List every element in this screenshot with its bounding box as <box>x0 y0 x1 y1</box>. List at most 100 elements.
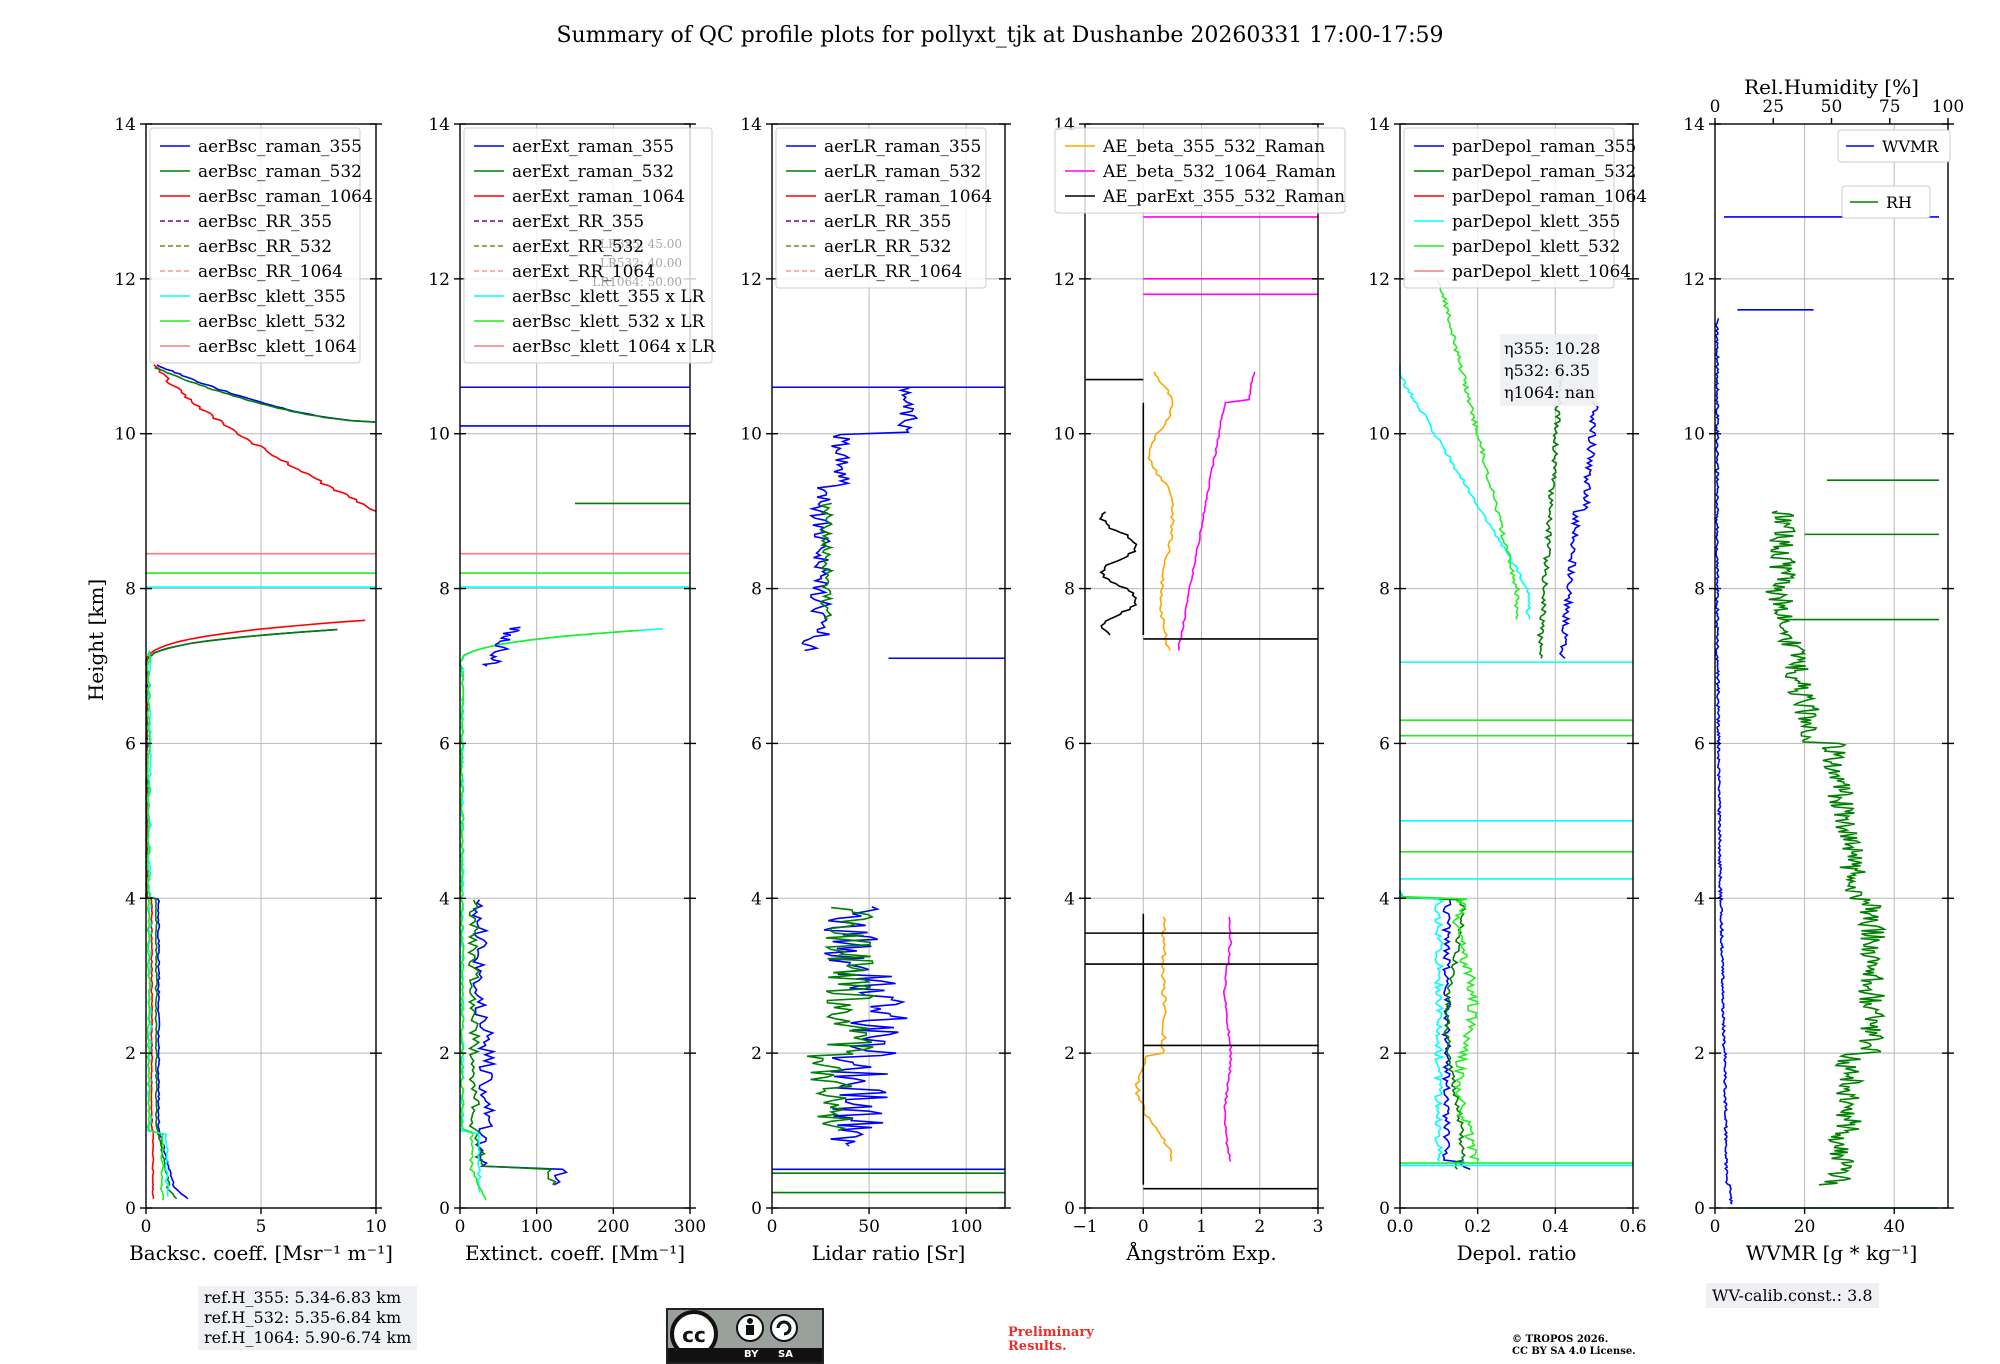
y-tick-label: 2 <box>1379 1044 1390 1064</box>
x-tick-label: 50 <box>858 1217 880 1237</box>
y-tick-label: 8 <box>751 580 762 600</box>
y-tick-label: 0 <box>1694 1199 1705 1219</box>
legend-entry: aerBsc_klett_1064 x LR <box>512 337 716 357</box>
y-tick-label: 8 <box>125 580 136 600</box>
profile-line <box>459 629 639 1201</box>
y-tick-label: 6 <box>751 734 762 754</box>
profile-line <box>819 502 835 621</box>
y-tick-label: 14 <box>740 115 762 135</box>
legend-entry: aerExt_RR_532 <box>512 237 644 257</box>
y-tick-label: 6 <box>439 734 450 754</box>
ref-height-box: ref.H_355: 5.34-6.83 km ref.H_532: 5.35-… <box>198 1286 418 1350</box>
x-axis-label: WVMR [g * kg⁻¹] <box>1746 1241 1918 1265</box>
x-tick-label: 40 <box>1883 1217 1905 1237</box>
x-tick-label: 100 <box>950 1217 982 1237</box>
y-tick-label: 10 <box>1683 425 1705 445</box>
top-x-tick-label: 0 <box>1710 97 1721 117</box>
profile-line <box>1536 365 1565 659</box>
x-axis-label: Backsc. coeff. [Msr⁻¹ m⁻¹] <box>129 1241 393 1265</box>
legend-entry: aerExt_raman_532 <box>512 162 674 182</box>
y-tick-label: 10 <box>1053 425 1075 445</box>
legend-entry: aerLR_raman_532 <box>824 162 981 182</box>
profile-line <box>1399 364 1532 620</box>
x-axis-label: Depol. ratio <box>1457 1241 1577 1265</box>
legend-entry: AE_beta_355_532_Raman <box>1102 137 1325 157</box>
profile-line <box>1714 318 1734 1205</box>
y-tick-label: 8 <box>1694 580 1705 600</box>
figure-title: Summary of QC profile plots for pollyxt_… <box>556 23 1443 48</box>
y-tick-label: 12 <box>1683 270 1705 290</box>
legend-entry: aerBsc_RR_355 <box>198 212 332 232</box>
x-tick-label: 100 <box>520 1217 552 1237</box>
y-tick-label: 6 <box>1064 734 1075 754</box>
legend-entry: aerBsc_RR_1064 <box>198 262 343 282</box>
legend-entry: aerBsc_raman_532 <box>198 162 362 182</box>
x-axis-label: Extinct. coeff. [Mm⁻¹] <box>465 1241 685 1265</box>
legend-entry: aerBsc_klett_355 <box>198 287 346 307</box>
x-tick-label: 0.4 <box>1542 1217 1569 1237</box>
y-tick-label: 4 <box>125 889 136 909</box>
legend-entry: parDepol_klett_355 <box>1452 212 1620 232</box>
x-tick-label: 10 <box>365 1217 387 1237</box>
x-tick-label: 0 <box>767 1217 778 1237</box>
profile-line <box>153 364 376 512</box>
x-tick-label: −1 <box>1072 1217 1097 1237</box>
top-x-tick-label: 50 <box>1821 97 1843 117</box>
profile-line <box>1177 371 1256 651</box>
profile-line <box>1558 402 1599 659</box>
y-tick-label: 4 <box>1064 889 1075 909</box>
preliminary-note: Preliminary Results. <box>1008 1326 1094 1354</box>
profile-line <box>1399 890 1466 1170</box>
legend-box <box>1403 127 1615 289</box>
svg-text:cc: cc <box>682 1323 706 1347</box>
profile-line <box>1222 916 1233 1162</box>
x-tick-label: 200 <box>597 1217 629 1237</box>
profile-line <box>801 387 919 652</box>
legend-entry: aerExt_RR_1064 <box>512 262 655 282</box>
legend-entry: parDepol_klett_1064 <box>1452 262 1631 282</box>
legend-entry: aerLR_RR_355 <box>824 212 951 232</box>
x-tick-label: 2 <box>1254 1217 1265 1237</box>
profile-line <box>1098 511 1138 636</box>
y-tick-label: 2 <box>125 1044 136 1064</box>
y-tick-label: 12 <box>1053 270 1075 290</box>
y-tick-label: 8 <box>1379 580 1390 600</box>
x-tick-label: 0.6 <box>1619 1217 1646 1237</box>
profile-line <box>459 628 663 1193</box>
lr-annotation: LR1064: 50.00 <box>592 275 682 289</box>
cc-license-badge: cc BY SA <box>666 1308 824 1364</box>
profile-line <box>1765 510 1887 1186</box>
legend-entry: RH <box>1886 193 1912 212</box>
profile-line <box>471 899 568 1186</box>
profile-line <box>1134 916 1173 1162</box>
legend-entry: aerLR_raman_1064 <box>824 187 992 207</box>
legend-box <box>1841 185 1931 219</box>
x-tick-label: 0 <box>455 1217 466 1237</box>
y-tick-label: 6 <box>125 734 136 754</box>
legend-entry: aerBsc_raman_1064 <box>198 187 373 207</box>
legend-entry: aerBsc_klett_532 x LR <box>512 312 706 332</box>
y-tick-label: 2 <box>1694 1044 1705 1064</box>
y-tick-label: 10 <box>114 425 136 445</box>
legend-entry: aerBsc_RR_532 <box>198 237 332 257</box>
legend-box <box>149 127 361 364</box>
y-tick-label: 4 <box>439 889 450 909</box>
profile-line <box>466 899 557 1186</box>
y-tick-label: 0 <box>1379 1199 1390 1219</box>
legend-entry: aerBsc_klett_1064 <box>198 337 357 357</box>
y-tick-label: 12 <box>114 270 136 290</box>
legend-entry: WVMR <box>1882 137 1939 156</box>
profile-line <box>1440 899 1471 1171</box>
legend-box <box>1837 129 1951 163</box>
legend-entry: aerExt_raman_1064 <box>512 187 685 207</box>
y-tick-label: 14 <box>1368 115 1390 135</box>
legend-entry: parDepol_raman_1064 <box>1452 187 1647 207</box>
profile-line <box>1398 891 1446 1162</box>
x-axis-label: Lidar ratio [Sr] <box>812 1241 966 1265</box>
preliminary-line-2: Results. <box>1008 1339 1067 1354</box>
legend-entry: AE_beta_532_1064_Raman <box>1102 162 1336 182</box>
cc-sa-label: SA <box>778 1349 793 1360</box>
top-x-tick-label: 100 <box>1932 97 1964 117</box>
legend-entry: aerExt_raman_355 <box>512 137 674 157</box>
